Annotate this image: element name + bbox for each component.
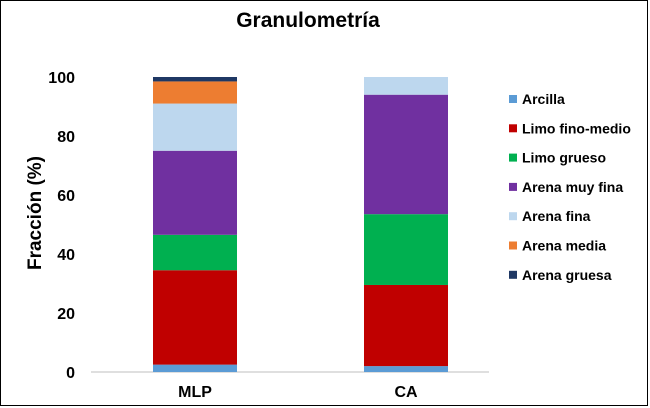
legend-swatch [509,212,517,221]
y-tick-label: 80 [57,129,75,146]
x-tick-label: CA [394,384,418,401]
bar-segment-ca-2 [364,214,448,285]
y-axis-label: Fracción (%) [25,156,46,270]
bar-segment-mlp-5 [153,81,237,104]
legend-swatch [509,124,517,133]
bar-segment-mlp-4 [153,103,237,151]
legend-label: Limo grueso [522,150,606,166]
y-tick-label: 100 [48,70,75,87]
legend-label: Limo fino-medio [522,120,631,136]
y-tick-label: 0 [66,365,75,382]
bar-segment-ca-3 [364,94,448,215]
legend-swatch [509,153,517,162]
legend-swatch [509,270,517,279]
plot-area: 0 20 40 60 80 100 MLP CA [48,70,489,401]
legend-label: Arena fina [522,208,591,224]
bar-segment-mlp-3 [153,150,237,235]
legend-label: Arena gruesa [522,267,612,283]
legend-label: Arena muy fina [522,179,623,195]
legend-swatch [509,95,517,103]
bar-segment-ca-1 [364,284,448,367]
y-tick-label: 40 [57,247,75,264]
bar-segment-ca-0 [364,366,448,372]
x-tick-label: MLP [178,384,212,401]
legend-label: Arcilla [522,91,565,107]
legend-swatch [509,182,517,191]
bar-segment-mlp-1 [153,270,237,365]
legend-swatch [509,241,517,250]
bar-segment-mlp-6 [153,77,237,82]
bar-segment-mlp-0 [153,364,237,372]
legend-label: Arena media [522,238,606,254]
y-tick-label: 20 [57,306,75,323]
bar-segment-ca-4 [364,77,448,95]
legend: Arcilla Limo fino-medio Limo grueso Arena m… [509,91,631,283]
y-tick-label: 60 [57,188,75,205]
chart-title: Granulometría [236,9,380,32]
bar-segment-mlp-2 [153,234,237,271]
